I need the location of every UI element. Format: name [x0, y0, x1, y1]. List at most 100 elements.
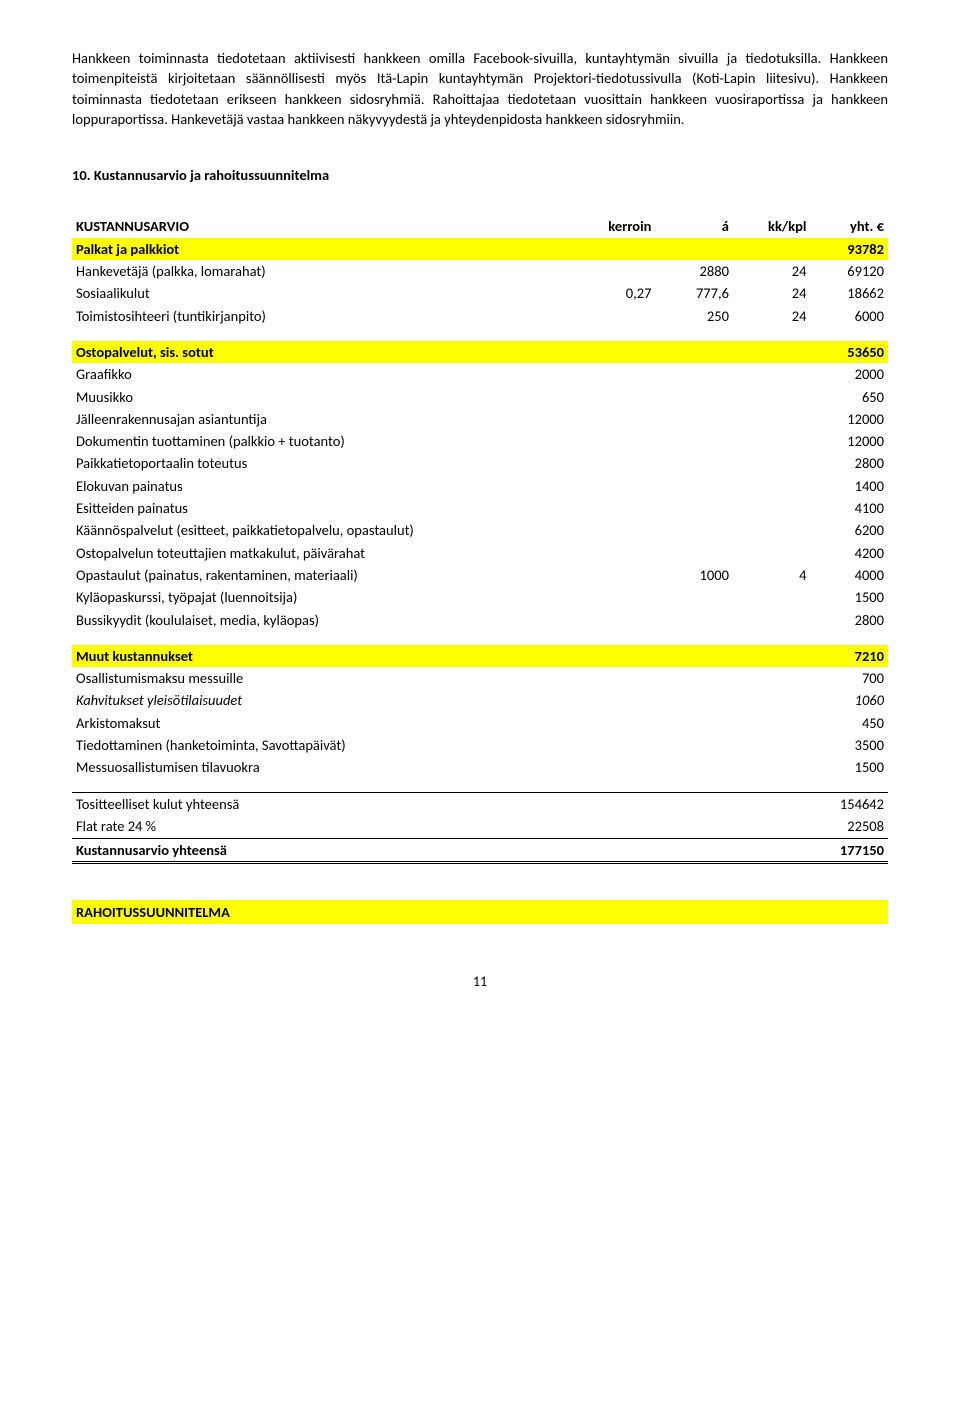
muut-row-v4: 1060: [810, 689, 888, 711]
osto-row-v2: [655, 475, 733, 497]
palkat-row-label: Toimistosihteeri (tuntikirjanpito): [72, 305, 578, 327]
osto-total: 53650: [810, 341, 888, 363]
palkat-row-v3: 24: [733, 260, 811, 282]
palkat-row-v1: [578, 305, 656, 327]
osto-row-v3: [733, 609, 811, 631]
palkat-row-v2: 2880: [655, 260, 733, 282]
col-header-a: á: [655, 215, 733, 237]
osto-row-v3: [733, 363, 811, 385]
osto-row-label: Opastaulut (painatus, rakentaminen, mate…: [72, 564, 578, 586]
osto-row-v2: [655, 519, 733, 541]
osto-row-label: Ostopalvelun toteuttajien matkakulut, pä…: [72, 542, 578, 564]
muut-row-v4: 3500: [810, 734, 888, 756]
osto-row-v1: [578, 363, 656, 385]
palkat-row-v1: 0,27: [578, 282, 656, 304]
osto-row-v2: [655, 408, 733, 430]
osto-row-v3: 4: [733, 564, 811, 586]
intro-paragraph: Hankkeen toiminnasta tiedotetaan aktiivi…: [72, 48, 888, 129]
osto-row-v4: 12000: [810, 430, 888, 452]
osto-row-v4: 650: [810, 386, 888, 408]
cost-table: KUSTANNUSARVIO kerroin á kk/kpl yht. € P…: [72, 215, 888, 864]
muut-row-v2: [655, 689, 733, 711]
palkat-row-v1: [578, 260, 656, 282]
osto-row-v1: [578, 430, 656, 452]
page-number: 11: [72, 972, 888, 992]
osto-row-v1: [578, 408, 656, 430]
osto-row-v4: 6200: [810, 519, 888, 541]
osto-row-label: Käännöspalvelut (esitteet, paikkatietopa…: [72, 519, 578, 541]
osto-row-v1: [578, 519, 656, 541]
osto-header: Ostopalvelut, sis. sotut: [72, 341, 810, 363]
osto-row-label: Graafikko: [72, 363, 578, 385]
rahoitussuunnitelma-header: RAHOITUSSUUNNITELMA: [72, 900, 888, 924]
muut-header: Muut kustannukset: [72, 645, 810, 667]
palkat-header: Palkat ja palkkiot: [72, 238, 810, 260]
osto-row-label: Kyläopaskurssi, työpajat (luennoitsija): [72, 586, 578, 608]
osto-row-v1: [578, 386, 656, 408]
palkat-row-v3: 24: [733, 282, 811, 304]
osto-row-v1: [578, 452, 656, 474]
osto-row-v2: [655, 497, 733, 519]
osto-row-v4: 1400: [810, 475, 888, 497]
heading-10: 10. Kustannusarvio ja rahoitussuunnitelm…: [72, 165, 888, 185]
osto-row-v4: 2800: [810, 452, 888, 474]
muut-row-v1: [578, 734, 656, 756]
osto-row-v3: [733, 586, 811, 608]
osto-row-v1: [578, 475, 656, 497]
osto-row-v2: [655, 363, 733, 385]
palkat-row-v4: 18662: [810, 282, 888, 304]
osto-row-v4: 1500: [810, 586, 888, 608]
palkat-total: 93782: [810, 238, 888, 260]
col-header-label: KUSTANNUSARVIO: [72, 215, 578, 237]
muut-row-label: Kahvitukset yleisötilaisuudet: [72, 689, 578, 711]
osto-row-v3: [733, 542, 811, 564]
osto-row-v1: [578, 564, 656, 586]
osto-row-v1: [578, 609, 656, 631]
muut-row-v2: [655, 756, 733, 778]
tositteelliset-val: 154642: [810, 793, 888, 816]
osto-row-v3: [733, 386, 811, 408]
palkat-row-v2: 250: [655, 305, 733, 327]
kust-label: Kustannusarvio yhteensä: [72, 838, 810, 862]
osto-row-v3: [733, 452, 811, 474]
osto-row-v4: 4000: [810, 564, 888, 586]
osto-row-v3: [733, 475, 811, 497]
osto-row-v2: [655, 542, 733, 564]
osto-row-v2: 1000: [655, 564, 733, 586]
muut-total: 7210: [810, 645, 888, 667]
osto-row-v4: 12000: [810, 408, 888, 430]
flat-val: 22508: [810, 815, 888, 838]
palkat-row-label: Sosiaalikulut: [72, 282, 578, 304]
muut-row-label: Osallistumismaksu messuille: [72, 667, 578, 689]
osto-row-v4: 4200: [810, 542, 888, 564]
palkat-row-v4: 6000: [810, 305, 888, 327]
muut-row-v4: 1500: [810, 756, 888, 778]
muut-row-v3: [733, 756, 811, 778]
muut-row-v1: [578, 712, 656, 734]
muut-row-v2: [655, 712, 733, 734]
muut-row-label: Arkistomaksut: [72, 712, 578, 734]
osto-row-v1: [578, 542, 656, 564]
osto-row-label: Jälleenrakennusajan asiantuntija: [72, 408, 578, 430]
flat-label: Flat rate 24 %: [72, 815, 810, 838]
palkat-row-label: Hankevetäjä (palkka, lomarahat): [72, 260, 578, 282]
osto-row-v4: 2000: [810, 363, 888, 385]
osto-row-v4: 4100: [810, 497, 888, 519]
muut-row-v3: [733, 712, 811, 734]
osto-row-label: Dokumentin tuottaminen (palkkio + tuotan…: [72, 430, 578, 452]
muut-row-v3: [733, 734, 811, 756]
osto-row-v2: [655, 452, 733, 474]
osto-row-v2: [655, 609, 733, 631]
muut-row-label: Messuosallistumisen tilavuokra: [72, 756, 578, 778]
kust-val: 177150: [810, 838, 888, 862]
osto-row-v3: [733, 497, 811, 519]
tositteelliset-label: Tositteelliset kulut yhteensä: [72, 793, 810, 816]
osto-row-label: Bussikyydit (koululaiset, media, kyläopa…: [72, 609, 578, 631]
osto-row-v3: [733, 519, 811, 541]
muut-row-v3: [733, 689, 811, 711]
col-header-yht: yht. €: [810, 215, 888, 237]
muut-row-v4: 700: [810, 667, 888, 689]
osto-row-label: Elokuvan painatus: [72, 475, 578, 497]
osto-row-label: Esitteiden painatus: [72, 497, 578, 519]
osto-row-label: Muusikko: [72, 386, 578, 408]
